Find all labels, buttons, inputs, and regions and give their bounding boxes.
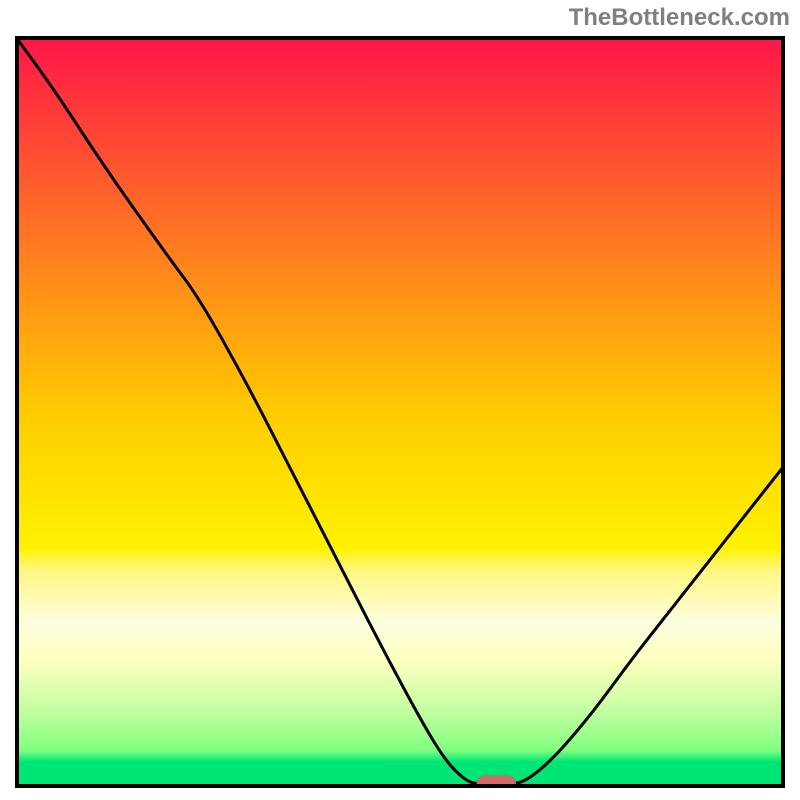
plot-area [15,36,785,788]
chart-container: TheBottleneck.com [0,0,800,800]
bottleneck-chart [15,36,785,788]
watermark-text: TheBottleneck.com [569,4,790,32]
chart-background [15,36,785,788]
